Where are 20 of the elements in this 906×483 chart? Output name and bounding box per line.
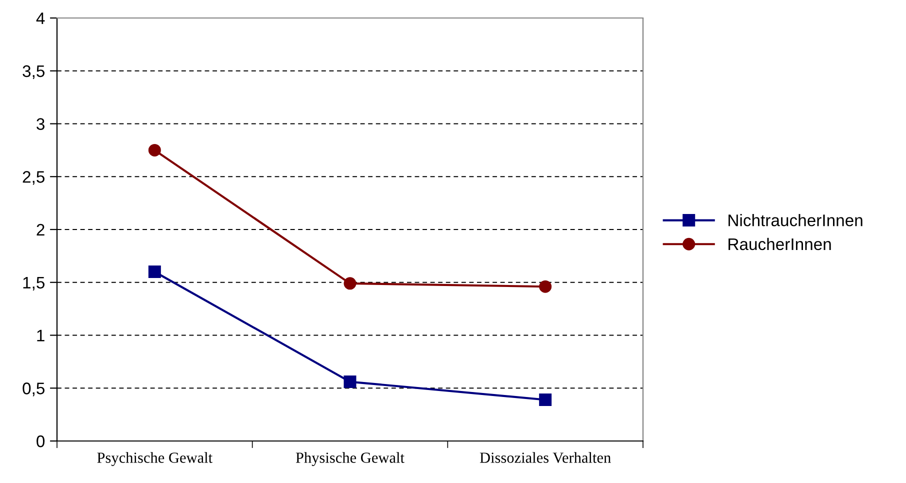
point: [539, 394, 552, 406]
y-tick-label: 1,5: [23, 276, 44, 291]
legend-label: RaucherInnen: [728, 238, 831, 250]
point: [539, 280, 552, 293]
point: [148, 144, 161, 156]
y-tick-label: 3: [36, 118, 44, 130]
point: [344, 277, 356, 290]
y-tick-label: 3,5: [22, 65, 44, 80]
y-tick-label: 0,5: [22, 382, 44, 396]
point: [148, 266, 161, 278]
x-tick-label: Psychische Gewalt: [97, 452, 212, 466]
y-tick-label: 0: [36, 435, 45, 448]
x-tick-label: Dissoziales Verhalten: [480, 452, 611, 463]
x-tick-label: Physische Gewalt: [296, 452, 404, 466]
legend-label: NichtraucherInnen: [728, 214, 862, 226]
point: [344, 376, 356, 388]
y-tick-label: 4: [36, 12, 45, 24]
y-tick-label: 2: [36, 224, 44, 236]
y-tick-label: 2,5: [22, 171, 44, 185]
y-tick-label: 1: [37, 330, 44, 342]
